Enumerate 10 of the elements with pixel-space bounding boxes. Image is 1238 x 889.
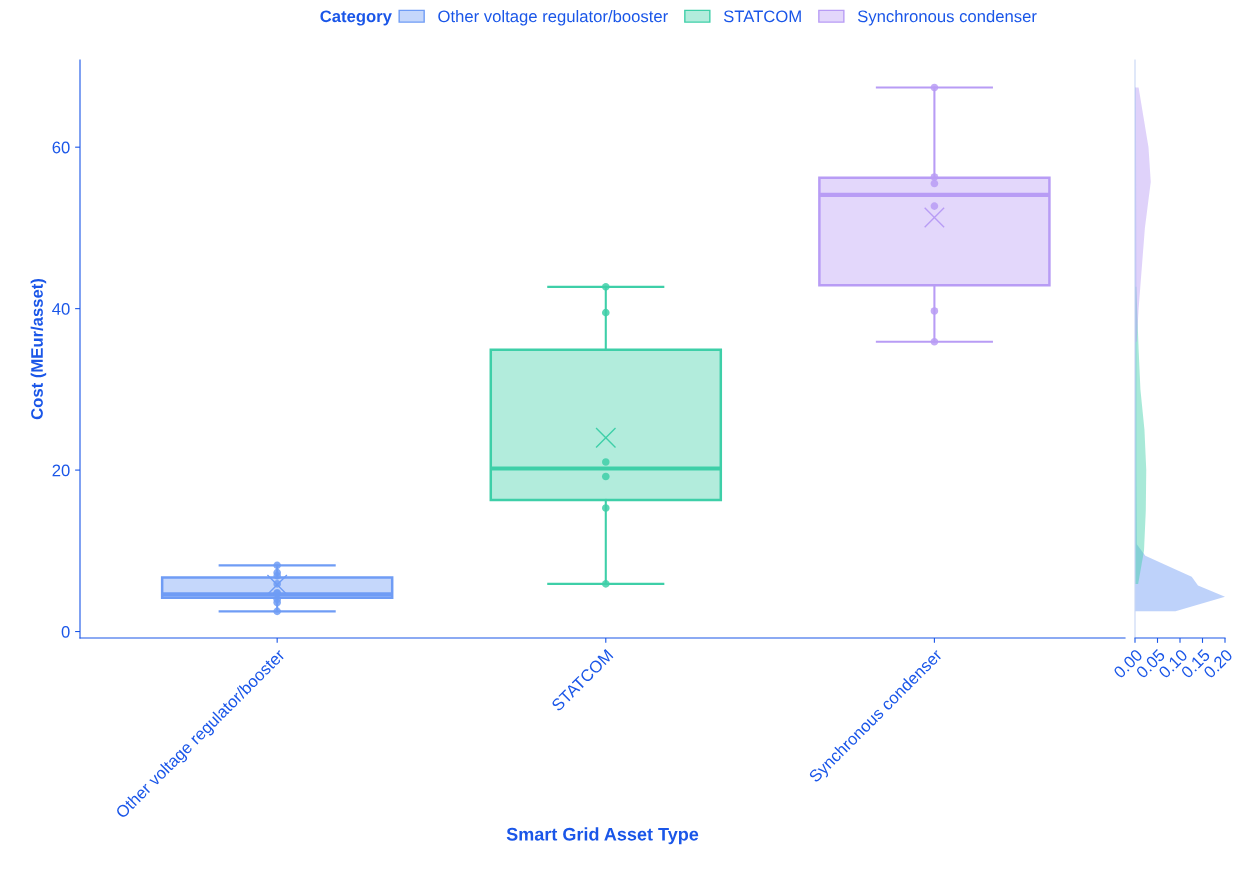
y-tick-label: 60 <box>52 141 70 154</box>
legend-label: Synchronous condenser <box>857 10 1037 26</box>
x-axis-title: Smart Grid Asset Type <box>506 827 699 845</box>
y-axis-title: Cost (MEur/asset) <box>30 278 47 420</box>
y-tick-label: 40 <box>52 303 70 315</box>
legend-label: Other voltage regulator/booster <box>438 10 668 26</box>
legend-title: Category <box>320 10 392 26</box>
y-tick-label: 20 <box>52 464 70 477</box>
y-tick-label: 0 <box>61 625 70 638</box>
legend-label: STATCOM <box>723 10 801 23</box>
